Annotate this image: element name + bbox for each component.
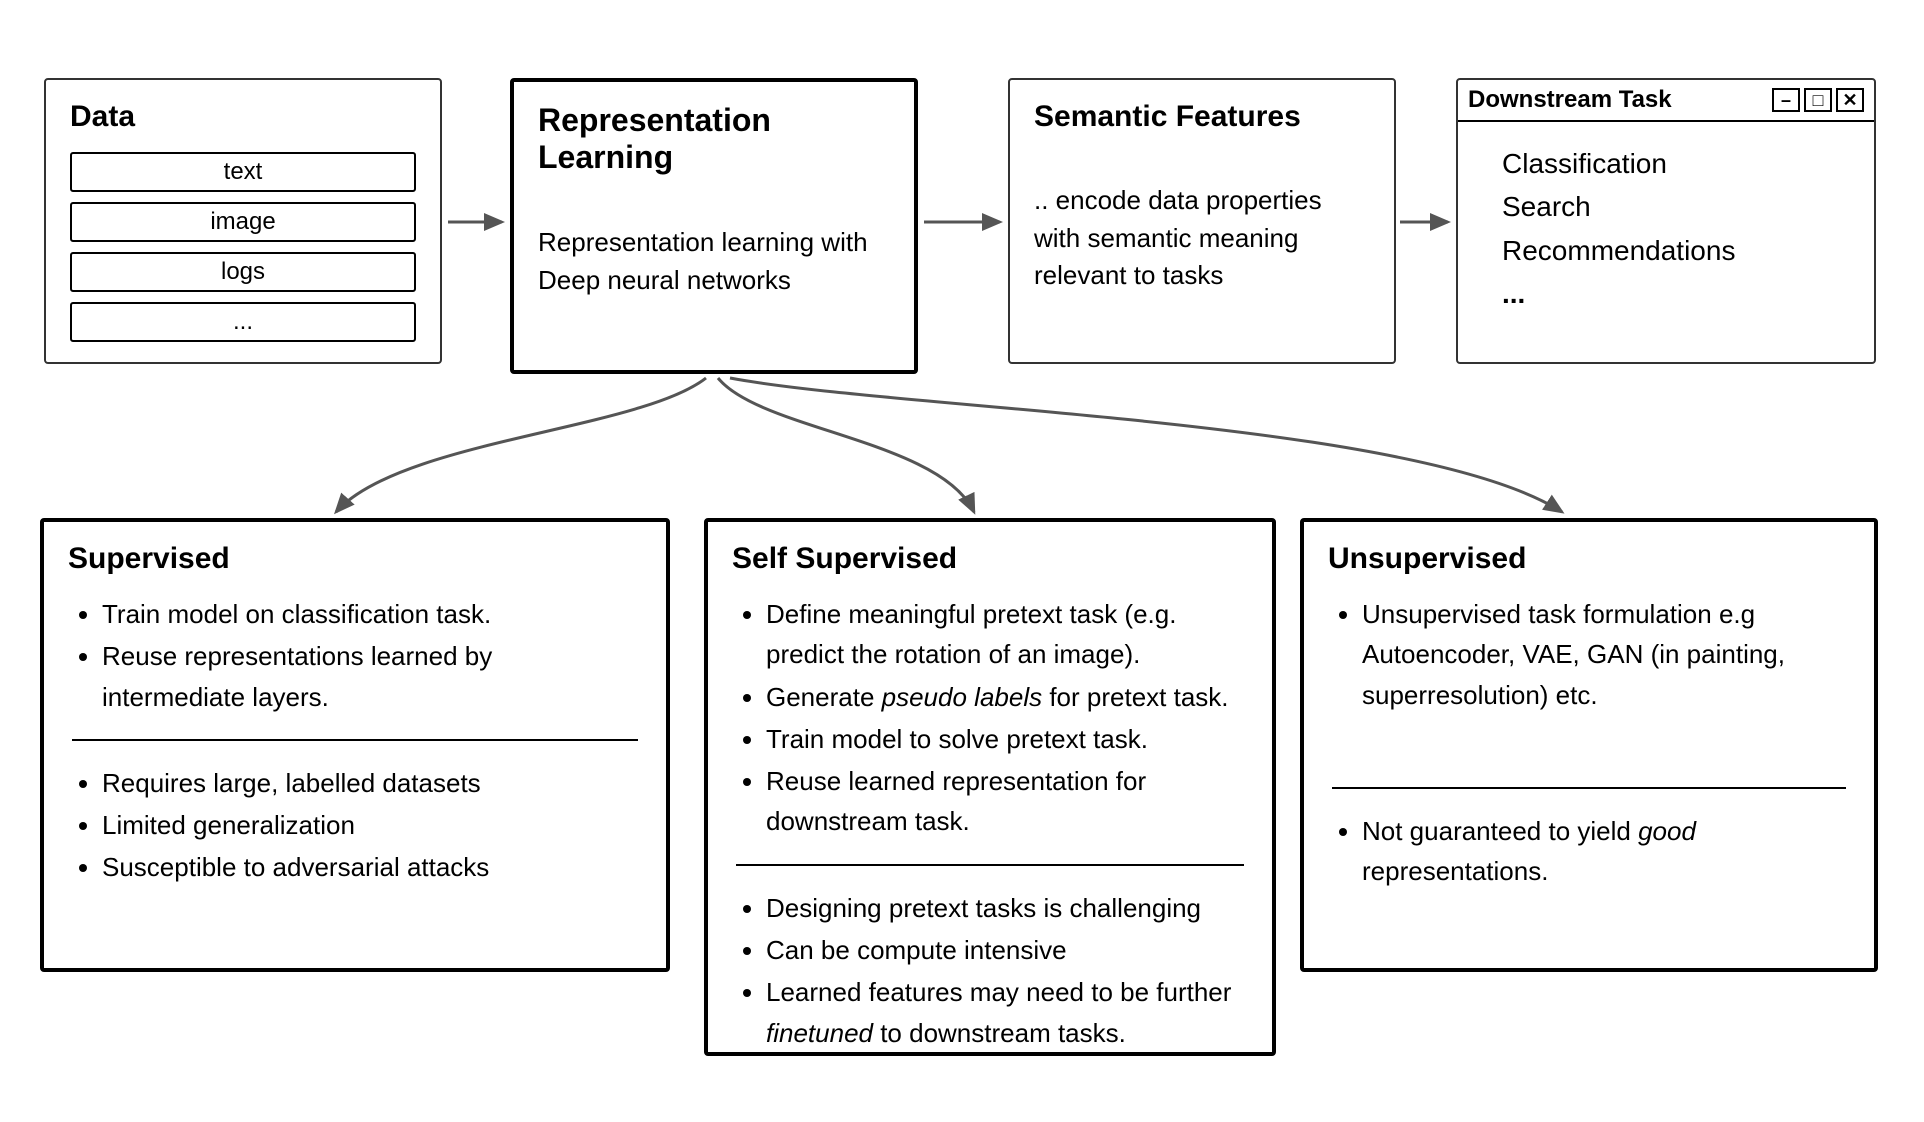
representation-title: Representation Learning — [538, 102, 890, 176]
data-title: Data — [70, 100, 416, 134]
semantic-desc: .. encode data properties with semantic … — [1034, 182, 1370, 295]
supervised-lower-2: Susceptible to adversarial attacks — [102, 847, 642, 887]
arrow-representation-to-selfsupervised — [718, 378, 974, 512]
close-icon: ✕ — [1836, 88, 1864, 112]
selfsupervised-box: Self Supervised Define meaningful pretex… — [704, 518, 1276, 1056]
data-item-image: image — [70, 202, 416, 242]
supervised-upper-0: Train model on classification task. — [102, 594, 642, 634]
selfsupervised-upper-2: Train model to solve pretext task. — [766, 719, 1248, 759]
data-item-text: text — [70, 152, 416, 192]
downstream-item-more: ... — [1502, 272, 1830, 315]
supervised-lower-1: Limited generalization — [102, 805, 642, 845]
selfsupervised-title: Self Supervised — [732, 542, 1248, 576]
selfsupervised-upper-1: Generate pseudo labels for pretext task. — [766, 677, 1248, 717]
unsupervised-lower-0: Not guaranteed to yield good representat… — [1362, 811, 1850, 892]
data-box: Data text image logs ... — [44, 78, 442, 364]
semantic-title: Semantic Features — [1034, 100, 1370, 134]
supervised-upper-1: Reuse representations learned by interme… — [102, 636, 642, 717]
selfsupervised-lower-1: Can be compute intensive — [766, 930, 1248, 970]
unsupervised-lower-list: Not guaranteed to yield good representat… — [1328, 811, 1850, 892]
downstream-box: Downstream Task – □ ✕ Classification Sea… — [1456, 78, 1876, 364]
selfsupervised-upper-0: Define meaningful pretext task (e.g. pre… — [766, 594, 1248, 675]
supervised-upper-list: Train model on classification task. Reus… — [68, 594, 642, 717]
supervised-lower-0: Requires large, labelled datasets — [102, 763, 642, 803]
minimize-icon: – — [1772, 88, 1800, 112]
selfsupervised-divider — [736, 864, 1244, 866]
downstream-titlebar: Downstream Task – □ ✕ — [1458, 80, 1874, 122]
representation-box: Representation Learning Representation l… — [510, 78, 918, 374]
data-item-logs: logs — [70, 252, 416, 292]
arrow-representation-to-unsupervised — [730, 378, 1562, 512]
unsupervised-title: Unsupervised — [1328, 542, 1850, 576]
supervised-title: Supervised — [68, 542, 642, 576]
unsupervised-divider — [1332, 787, 1846, 789]
selfsupervised-upper-list: Define meaningful pretext task (e.g. pre… — [732, 594, 1248, 842]
unsupervised-box: Unsupervised Unsupervised task formulati… — [1300, 518, 1878, 972]
supervised-lower-list: Requires large, labelled datasets Limite… — [68, 763, 642, 888]
selfsupervised-upper-3: Reuse learned representation for downstr… — [766, 761, 1248, 842]
representation-desc: Representation learning with Deep neural… — [538, 224, 890, 299]
selfsupervised-lower-list: Designing pretext tasks is challenging C… — [732, 888, 1248, 1053]
arrow-representation-to-supervised — [336, 378, 706, 512]
downstream-title: Downstream Task — [1468, 86, 1672, 114]
selfsupervised-lower-2: Learned features may need to be further … — [766, 972, 1248, 1053]
maximize-icon: □ — [1804, 88, 1832, 112]
unsupervised-upper-0: Unsupervised task formulation e.g Autoen… — [1362, 594, 1850, 715]
selfsupervised-lower-0: Designing pretext tasks is challenging — [766, 888, 1248, 928]
unsupervised-upper-list: Unsupervised task formulation e.g Autoen… — [1328, 594, 1850, 715]
downstream-item-classification: Classification — [1502, 142, 1830, 185]
data-item-more: ... — [70, 302, 416, 342]
downstream-item-search: Search — [1502, 185, 1830, 228]
downstream-item-recommendations: Recommendations — [1502, 229, 1830, 272]
supervised-divider — [72, 739, 638, 741]
supervised-box: Supervised Train model on classification… — [40, 518, 670, 972]
semantic-box: Semantic Features .. encode data propert… — [1008, 78, 1396, 364]
